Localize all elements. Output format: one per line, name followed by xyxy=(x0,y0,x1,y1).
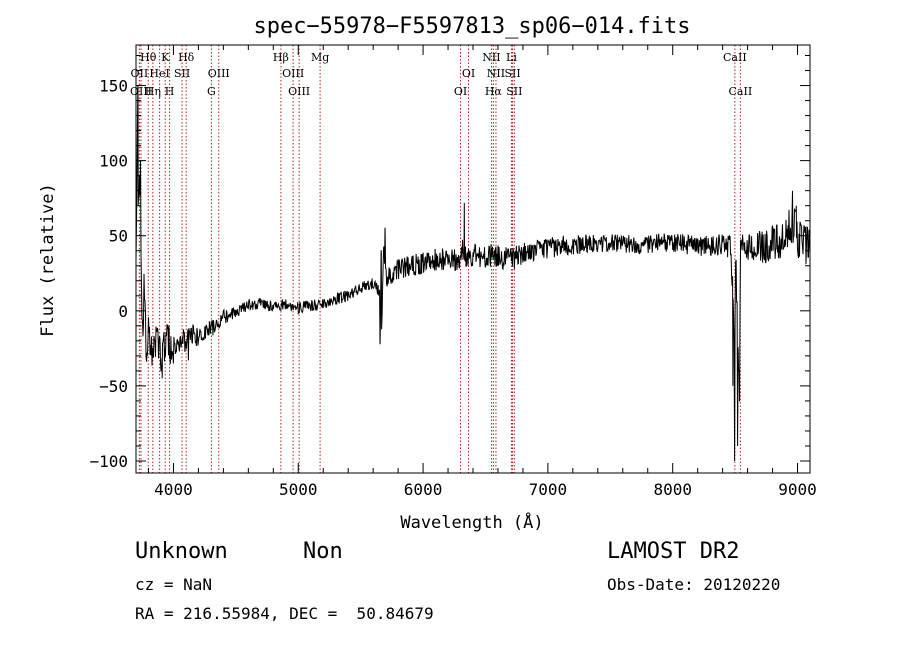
spectral-line-label: HeI xyxy=(149,67,169,80)
spectral-line-label: OIII xyxy=(282,67,304,80)
redshift-cz: cz = NaN xyxy=(135,575,213,594)
spectral-line-label: SII xyxy=(504,67,520,80)
object-subclass: Non xyxy=(303,539,343,564)
y-tick-label: 0 xyxy=(118,302,128,321)
object-class: Unknown xyxy=(135,539,228,564)
spectrum-line xyxy=(135,85,811,462)
y-axis-ticks: −100 −50 0 50 100 150 xyxy=(89,55,810,471)
y-tick-label: 150 xyxy=(99,77,128,96)
x-tick-label: 9000 xyxy=(778,480,817,499)
spectral-line-label: OI xyxy=(454,85,467,98)
y-tick-label: −50 xyxy=(99,377,128,396)
spectral-line-label: OIII xyxy=(208,67,230,80)
spectral-line-label: OI xyxy=(462,67,475,80)
x-axis-ticks: 4000 5000 6000 7000 8000 9000 xyxy=(147,45,817,499)
ra-dec-coordinates: RA = 216.55984, DEC = 50.84679 xyxy=(135,604,434,623)
chart-title: spec−55978−F5597813_sp06−014.fits xyxy=(253,14,690,39)
x-axis-label: Wavelength (Å) xyxy=(400,511,543,533)
y-tick-label: 100 xyxy=(99,152,128,171)
spectral-line-label: Hα xyxy=(485,85,503,98)
x-tick-label: 6000 xyxy=(404,480,443,499)
spectral-line-label: Hδ xyxy=(178,51,195,64)
spectral-line-label: SII xyxy=(506,85,522,98)
spectral-line-label: H xyxy=(165,85,175,98)
spectral-line-label: K xyxy=(161,51,170,64)
x-tick-label: 8000 xyxy=(653,480,692,499)
spectral-line-label: NII xyxy=(482,51,500,64)
spectral-line-label: CaII xyxy=(729,85,753,98)
y-axis-label: Flux (relative) xyxy=(38,183,58,337)
spectral-line-label: NII xyxy=(487,67,505,80)
spectral-line-label: Hβ xyxy=(273,51,289,64)
spectral-line-label: OII xyxy=(131,67,149,80)
spectral-line-labels: Hθ OII OIII K HeI Hη Hδ SII H OIII G Hβ OIII OIII Mg OI… xyxy=(130,51,752,98)
y-tick-label: −100 xyxy=(89,452,128,471)
y-tick-label: 50 xyxy=(109,227,128,246)
spectral-line-label: Li xyxy=(506,51,517,64)
spectral-line-label: Hθ xyxy=(140,51,157,64)
x-tick-label: 5000 xyxy=(279,480,318,499)
observation-date: Obs-Date: 20120220 xyxy=(607,575,781,594)
spectral-line-label: Hη xyxy=(145,85,161,98)
spectral-line-label: Mg xyxy=(311,51,329,64)
survey-name: LAMOST DR2 xyxy=(607,539,740,564)
spectral-line-label: OIII xyxy=(288,85,310,98)
spectral-line-label: G xyxy=(207,85,216,98)
spectral-line-label: SII xyxy=(174,67,190,80)
spectral-line-label: OIII xyxy=(130,85,152,98)
x-tick-label: 7000 xyxy=(529,480,568,499)
x-tick-label: 4000 xyxy=(154,480,193,499)
spectral-line-label: CaII xyxy=(723,51,747,64)
